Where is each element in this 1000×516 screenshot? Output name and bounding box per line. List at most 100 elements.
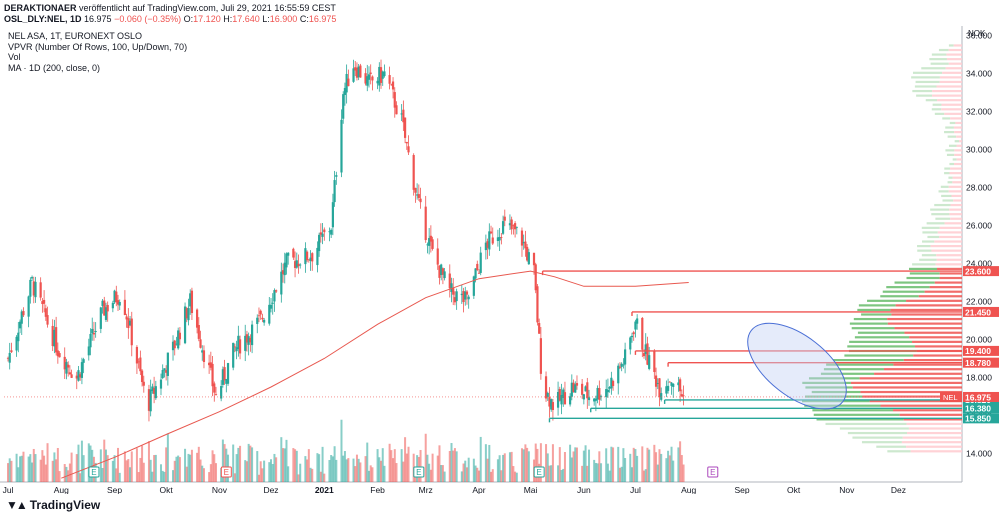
candle-body	[75, 375, 78, 379]
candle-body	[247, 336, 250, 345]
x-tick-label: 2021	[315, 485, 334, 494]
candle-body	[679, 379, 682, 392]
volume-bar	[455, 451, 458, 482]
candle-body	[82, 359, 85, 363]
vp-bar-down	[936, 254, 962, 257]
candle-body	[426, 244, 429, 246]
candle-body	[610, 377, 613, 389]
volume-bar	[280, 437, 283, 482]
candle-body	[381, 71, 384, 79]
candle-body	[527, 252, 530, 265]
candle-body	[111, 302, 114, 309]
vp-bar-down	[894, 327, 962, 330]
candle-body	[345, 73, 348, 93]
volume-bar	[299, 463, 302, 482]
candle-body	[201, 350, 204, 353]
candle-body	[153, 387, 156, 394]
candle-body	[58, 353, 61, 358]
vp-bar-up	[934, 112, 945, 115]
volume-bar	[479, 436, 482, 482]
y-tick-label: 30.000	[966, 145, 992, 155]
vp-bar-up	[820, 372, 875, 375]
vp-bar-up	[894, 281, 935, 284]
price-chart[interactable]: NOK14.00016.00018.00020.00022.00024.0002…	[0, 26, 1000, 494]
vpvr-legend[interactable]: VPVR (Number Of Rows, 100, Up/Down, 70)	[8, 41, 188, 52]
volume-bar	[606, 463, 609, 482]
candle-body	[520, 230, 524, 246]
candle-body	[414, 187, 417, 193]
vp-bar-up	[944, 167, 951, 170]
vp-bar-down	[956, 158, 962, 161]
volume-bar	[20, 455, 23, 482]
volume-bar	[51, 460, 54, 482]
vp-bar-up	[947, 181, 953, 184]
candle-body	[366, 76, 369, 86]
volume-bar	[371, 467, 374, 482]
vp-bar-down	[946, 58, 962, 61]
volume-bar	[575, 447, 578, 482]
vp-bar-down	[959, 140, 962, 143]
ma-legend[interactable]: MA · 1D (200, close, 0)	[8, 62, 101, 73]
volume-bar	[524, 444, 527, 482]
candle-body	[343, 87, 347, 95]
volume-bar	[208, 472, 211, 482]
candle-body	[101, 300, 104, 306]
candle-body	[587, 397, 591, 401]
candle-body	[496, 237, 500, 241]
vp-bar-down	[939, 272, 962, 275]
candle-body	[256, 317, 259, 324]
candle-body	[419, 198, 422, 203]
volume-bar	[359, 462, 362, 482]
vp-bar-down	[883, 368, 962, 371]
volume-bar	[343, 451, 346, 482]
candle-body	[237, 335, 240, 350]
volume-bar	[429, 469, 432, 482]
vp-bar-down	[860, 390, 962, 394]
volume-bar	[129, 467, 132, 482]
volume-bar	[460, 471, 463, 482]
candle-body	[488, 231, 491, 250]
volume-bar	[273, 453, 276, 482]
candle-body	[550, 399, 553, 410]
candle-body	[476, 263, 479, 270]
volume-bar	[610, 446, 613, 482]
candle-body	[159, 379, 163, 389]
volume-bar	[462, 463, 465, 482]
volume-bar	[453, 448, 456, 482]
volume-bar	[648, 449, 651, 482]
vp-bar-down	[890, 308, 962, 312]
volume-bar	[522, 449, 525, 482]
candle-body	[515, 226, 518, 228]
volume-bar	[211, 450, 214, 482]
x-tick-label: Okt	[787, 485, 801, 494]
volume-bar	[393, 449, 396, 482]
candle-body	[280, 271, 283, 295]
vp-bar-up	[914, 85, 937, 88]
candle-body	[376, 80, 379, 84]
vol-legend[interactable]: Vol	[8, 52, 21, 62]
candle-body	[524, 241, 527, 249]
vp-bar-down	[949, 172, 962, 175]
candle-body	[297, 263, 300, 267]
candle-body	[27, 296, 30, 317]
volume-bar	[498, 455, 501, 482]
candle-body	[44, 308, 47, 317]
candle-body	[608, 387, 611, 389]
volume-bar	[617, 446, 620, 482]
candle-body	[656, 383, 659, 384]
candle-body	[558, 389, 561, 401]
candle-body	[154, 386, 157, 399]
candle-body	[544, 376, 548, 399]
volume-bar	[644, 469, 647, 482]
candle-body	[648, 355, 651, 369]
candle-body	[32, 281, 35, 296]
candle-body	[646, 343, 649, 365]
candle-body	[412, 155, 415, 190]
vp-bar-down	[935, 263, 962, 266]
candle-body	[484, 242, 487, 251]
candle-body	[238, 339, 242, 354]
vp-bar-down	[887, 317, 962, 321]
candle-body	[232, 342, 235, 368]
vp-bar-down	[939, 76, 962, 79]
volume-bar	[465, 467, 468, 482]
